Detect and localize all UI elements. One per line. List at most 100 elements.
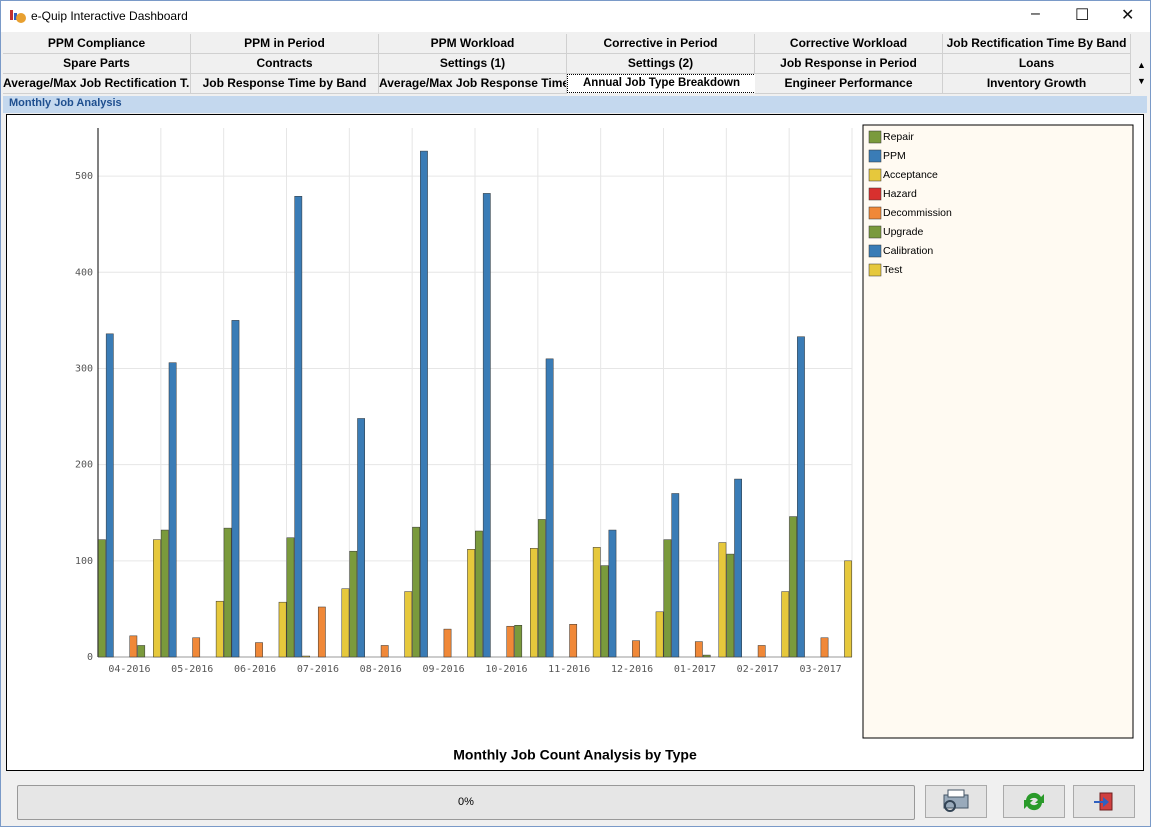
legend-label: Upgrade <box>883 226 923 238</box>
bar <box>223 527 232 658</box>
legend-label: Repair <box>883 131 914 143</box>
print-preview-button[interactable] <box>925 785 987 818</box>
tab[interactable]: Engineer Performance <box>755 74 943 94</box>
bar <box>286 537 295 658</box>
bar <box>482 193 491 658</box>
panel-header: Monthly Job Analysis <box>3 96 1147 113</box>
bar <box>632 640 640 658</box>
tab[interactable]: Job Response Time by Band <box>191 74 379 94</box>
y-tick-label: 500 <box>75 171 93 182</box>
minimize-button[interactable]: – <box>1031 5 1040 22</box>
bar <box>663 539 672 658</box>
tab[interactable]: Annual Job Type Breakdown <box>567 74 756 93</box>
tab[interactable]: PPM in Period <box>191 34 379 54</box>
x-tick-label: 12-2016 <box>611 664 653 675</box>
bar <box>302 655 311 658</box>
bar <box>380 645 389 658</box>
legend-label: Hazard <box>883 188 917 200</box>
bar <box>475 530 483 658</box>
legend-box <box>862 124 1134 739</box>
y-tick-label: 0 <box>87 652 93 663</box>
bar <box>781 591 790 658</box>
x-tick-label: 05-2016 <box>171 664 213 675</box>
x-tick-label: 02-2017 <box>737 664 779 675</box>
refresh-button[interactable] <box>1003 785 1065 818</box>
tab[interactable]: Settings (1) <box>379 54 567 74</box>
bar <box>694 641 703 658</box>
x-tick-label: 06-2016 <box>234 664 276 675</box>
tab[interactable]: Job Response in Period <box>755 54 943 74</box>
bar <box>702 654 711 658</box>
tab[interactable]: Job Rectification Time By Band <box>943 34 1131 54</box>
tab[interactable]: Average/Max Job Response Time <box>379 74 567 94</box>
legend-swatch <box>868 168 882 182</box>
bar <box>129 635 138 658</box>
tab[interactable]: Spare Parts <box>3 54 191 74</box>
bar <box>530 548 538 658</box>
bar <box>349 550 358 658</box>
legend-swatch <box>868 225 882 239</box>
bar <box>514 625 523 658</box>
legend-swatch <box>868 206 882 220</box>
tab[interactable]: Corrective Workload <box>755 34 943 54</box>
bar <box>160 529 169 658</box>
chart-title: Monthly Job Count Analysis by Type <box>453 747 697 763</box>
bar <box>671 493 680 658</box>
y-tick-label: 400 <box>75 267 93 278</box>
bar <box>718 542 727 658</box>
tab[interactable]: PPM Workload <box>379 34 567 54</box>
bar <box>443 628 452 658</box>
bar <box>545 358 554 658</box>
legend-label: Decommission <box>883 207 952 219</box>
x-tick-label: 04-2016 <box>108 664 150 675</box>
tab[interactable]: Inventory Growth <box>943 74 1131 94</box>
bar <box>608 529 617 658</box>
tab[interactable]: Loans <box>943 54 1131 74</box>
progress-bar: 0% <box>17 785 915 820</box>
exit-button[interactable] <box>1073 785 1135 818</box>
tab[interactable]: Corrective in Period <box>567 34 755 54</box>
bar <box>231 320 240 658</box>
bar <box>341 588 350 658</box>
bar <box>569 624 578 658</box>
tab[interactable]: Contracts <box>191 54 379 74</box>
bar <box>820 637 829 658</box>
bar <box>192 637 201 658</box>
x-tick-label: 11-2016 <box>548 664 590 675</box>
bar <box>98 539 106 658</box>
bar <box>420 150 428 658</box>
legend-swatch <box>868 187 882 201</box>
app-icon <box>10 10 26 23</box>
close-button[interactable]: ✕ <box>1121 7 1135 24</box>
x-tick-label: 08-2016 <box>360 664 402 675</box>
y-tick-label: 200 <box>75 460 93 471</box>
legend-label: Acceptance <box>883 169 938 181</box>
bar <box>655 611 664 658</box>
tab[interactable]: Settings (2) <box>567 54 755 74</box>
tab-scroll[interactable]: ▲ ▼ <box>1133 57 1150 94</box>
bar <box>757 645 766 658</box>
bar <box>317 606 326 658</box>
bar <box>294 196 303 658</box>
legend-label: Calibration <box>883 245 933 257</box>
panel-title: Monthly Job Analysis <box>9 97 122 109</box>
maximize-button[interactable]: ☐ <box>1075 7 1090 24</box>
legend-swatch <box>868 130 882 144</box>
title-bar: e-Quip Interactive Dashboard – ☐ ✕ <box>1 1 1150 32</box>
bar <box>797 336 805 658</box>
legend-swatch <box>868 149 882 163</box>
bar <box>467 549 475 658</box>
x-tick-label: 10-2016 <box>485 664 527 675</box>
bar <box>726 553 735 658</box>
tab[interactable]: Average/Max Job Rectification T... <box>3 74 191 94</box>
legend-label: Test <box>883 264 902 276</box>
bar <box>537 519 546 658</box>
bar <box>153 539 161 658</box>
y-tick-label: 100 <box>75 556 93 567</box>
tab[interactable]: PPM Compliance <box>3 34 191 54</box>
bar <box>215 600 224 658</box>
chart: Monthly Job Count Analysis by Type 0 100 2… <box>6 114 1144 771</box>
bar <box>600 565 609 658</box>
x-tick-label: 01-2017 <box>674 664 716 675</box>
legend-swatch <box>868 263 882 277</box>
